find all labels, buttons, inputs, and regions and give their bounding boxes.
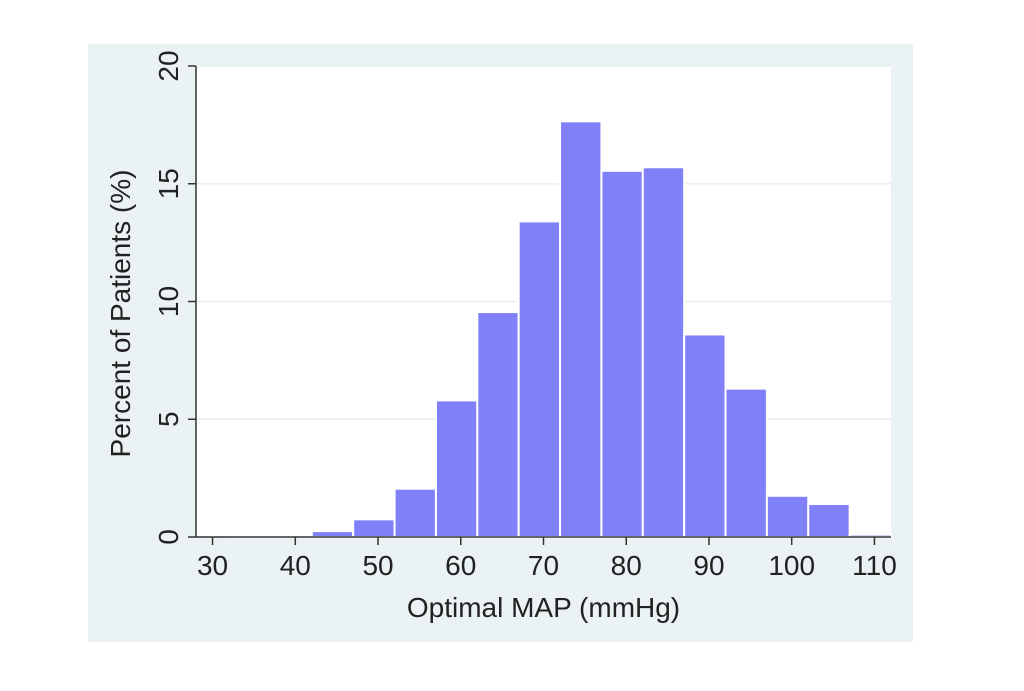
histogram-bar-14	[765, 494, 810, 539]
x-tick-label: 110	[852, 550, 897, 581]
histogram-bar-10	[600, 169, 644, 539]
histogram-bar-9	[559, 120, 603, 538]
x-axis-ticks: 30 40 50 60 70 80 90 100 110	[197, 537, 897, 581]
x-tick-label: 60	[445, 550, 476, 581]
histogram-bar-12	[683, 333, 727, 538]
histogram-bar-6	[434, 399, 479, 538]
x-tick-label: 80	[611, 550, 642, 581]
x-tick-label: 50	[362, 550, 393, 581]
y-tick-label: 15	[153, 168, 184, 199]
histogram-bar-13	[724, 387, 768, 539]
histogram-bar-5	[393, 487, 437, 539]
bars	[228, 120, 893, 539]
y-axis-ticks: 0 5 10 15 20	[153, 50, 196, 545]
x-tick-label: 100	[768, 550, 815, 581]
y-tick-label: 20	[153, 50, 184, 81]
x-tick-label: 70	[528, 550, 559, 581]
chart-figure: 30 40 50 60 70 80 90 100 110 0 5 10 15 20 Optimal MA…	[88, 44, 913, 642]
histogram-bar-15	[807, 503, 851, 538]
x-tick-label: 30	[197, 550, 228, 581]
x-axis-title: Optimal MAP (mmHg)	[407, 592, 680, 623]
y-tick-label: 5	[153, 411, 184, 427]
histogram-chart: 30 40 50 60 70 80 90 100 110 0 5 10 15 20 Optimal MA…	[105, 50, 897, 623]
y-tick-label: 10	[153, 286, 184, 317]
y-axis-title: Percent of Patients (%)	[105, 170, 136, 458]
histogram-bar-4	[352, 518, 396, 538]
histogram-bar-8	[517, 220, 562, 538]
x-tick-label: 40	[280, 550, 311, 581]
x-tick-label: 90	[693, 550, 724, 581]
y-tick-label: 0	[153, 529, 184, 545]
histogram-bar-3	[310, 530, 355, 538]
histogram-bar-11	[641, 166, 686, 538]
histogram-bar-7	[476, 311, 520, 538]
